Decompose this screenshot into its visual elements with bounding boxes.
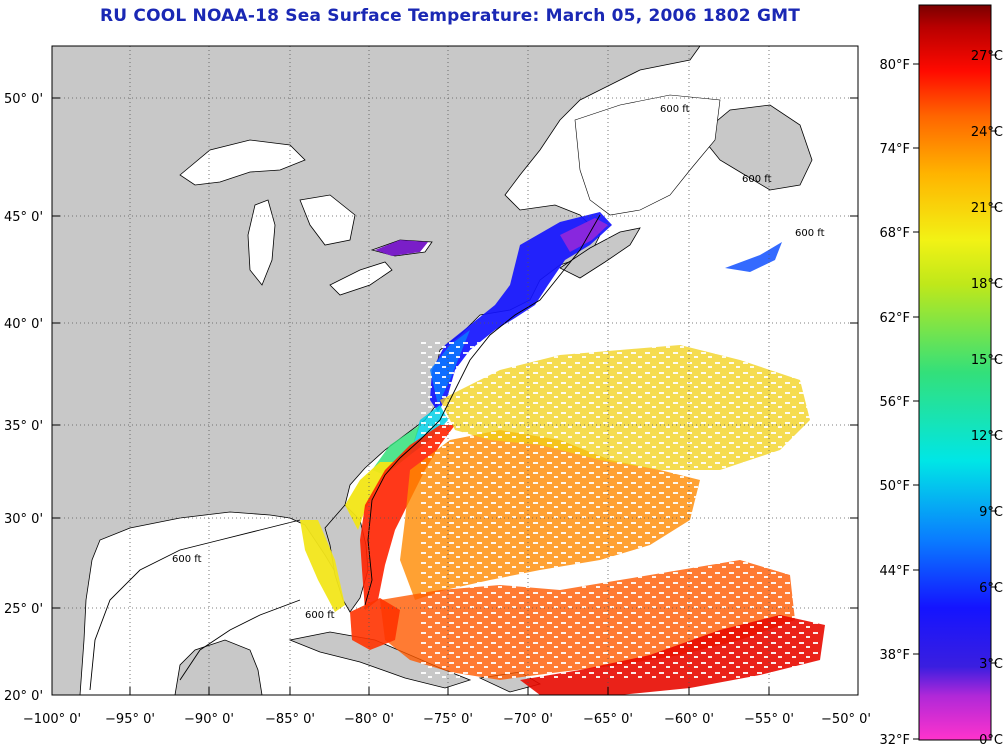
lon-tick-label: −75° 0' [423, 712, 473, 727]
map-frame [51, 45, 859, 696]
lat-tick-label: 20° 0' [4, 689, 43, 704]
colorbar-f-label: 32°F [879, 733, 910, 748]
isobath-label: 600 ft [660, 104, 690, 115]
isobath-600ft-east-coast [364, 214, 601, 606]
map-title: RU COOL NOAA-18 Sea Surface Temperature:… [99, 6, 801, 26]
colorbar-c-label: 18°C [971, 277, 1003, 292]
lon-tick-label: −60° 0' [664, 712, 714, 727]
lake-erie [329, 261, 393, 296]
colorbar-c-label: 27°C [971, 49, 1003, 64]
lat-tick-label: 30° 0' [4, 512, 43, 527]
colorbar-f-label: 62°F [879, 311, 910, 326]
lake-superior [179, 139, 306, 186]
lat-tick-label: 40° 0' [4, 317, 43, 332]
colorbar-f-label: 68°F [879, 226, 910, 241]
sst-bahamas-red [350, 598, 400, 650]
lon-tick-label: −55° 0' [744, 712, 794, 727]
colorbar-ticks [913, 54, 997, 740]
colorbar-f-label: 56°F [879, 395, 910, 410]
isobath-600ft-gulf [89, 519, 301, 691]
sst-gulf-stream-coast [345, 462, 395, 530]
sst-cold-shelf [430, 212, 612, 412]
lat-tick-label: 35° 0' [4, 419, 43, 434]
colorbar-c-label: 6°C [979, 581, 1003, 596]
frame-ticks [52, 97, 858, 695]
colorbar-c-label: 3°C [979, 657, 1003, 672]
colorbar-f-label: 74°F [879, 142, 910, 157]
colorbar-f-label: 38°F [879, 648, 910, 663]
lon-tick-label: −70° 0' [503, 712, 553, 727]
colorbar-c-label: 9°C [979, 505, 1003, 520]
isobath-label: 600 ft [742, 174, 772, 185]
colorbar-c-label: 0°C [979, 733, 1003, 748]
isobath-600ft-gulf-inner [179, 599, 301, 681]
sst-purple-gulf-maine [560, 218, 608, 252]
isobath-label: 600 ft [305, 610, 335, 621]
land-newfoundland [699, 104, 813, 191]
lat-tick-label: 25° 0' [4, 602, 43, 617]
land-yucatan [174, 639, 263, 695]
lake-huron [299, 194, 356, 246]
lon-tick-label: −95° 0' [105, 712, 155, 727]
gulf-st-lawrence [574, 94, 721, 216]
cloud-cover [420, 340, 820, 680]
isobath-label: 600 ft [795, 228, 825, 239]
colorbar-f-label: 80°F [879, 58, 910, 73]
lat-tick-label: 45° 0' [4, 210, 43, 225]
isobath-label: 600 ft [172, 554, 202, 565]
colorbar-c-label: 15°C [971, 353, 1003, 368]
lon-tick-label: −65° 0' [583, 712, 633, 727]
lon-tick-label: −85° 0' [265, 712, 315, 727]
sst-gulf-stream-core [360, 425, 455, 610]
lon-tick-label: −100° 0' [23, 712, 81, 727]
colorbar [918, 4, 992, 741]
graticule [52, 46, 858, 695]
lon-tick-label: −80° 0' [344, 712, 394, 727]
colorbar-f-label: 44°F [879, 564, 910, 579]
lon-tick-label: −50° 0' [821, 712, 871, 727]
sst-cold-patch-east [725, 242, 782, 272]
colorbar-c-label: 21°C [971, 201, 1003, 216]
map-area [52, 46, 858, 695]
lake-michigan [247, 199, 276, 286]
sst-lake-erie-cold [375, 240, 428, 256]
lon-tick-label: −90° 0' [184, 712, 234, 727]
land-nova-scotia [559, 227, 641, 279]
sst-gulf-yellow [300, 520, 345, 612]
colorbar-c-label: 12°C [971, 429, 1003, 444]
lat-tick-label: 50° 0' [4, 92, 43, 107]
colorbar-f-label: 50°F [879, 479, 910, 494]
colorbar-c-label: 24°C [971, 125, 1003, 140]
